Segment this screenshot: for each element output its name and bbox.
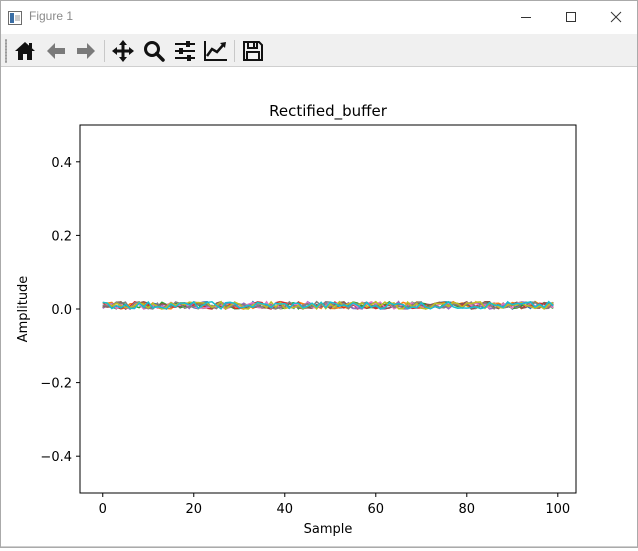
y-tick-label: 0.2 (51, 229, 72, 244)
home-button[interactable] (11, 37, 39, 65)
y-tick-label: 0.0 (51, 303, 72, 318)
x-axis-label: Sample (304, 522, 353, 537)
edit-axis-button[interactable] (202, 37, 230, 65)
toolbar-separator (104, 40, 105, 62)
close-button[interactable] (593, 1, 638, 33)
navigation-toolbar (1, 34, 637, 67)
sliders-icon (175, 41, 195, 61)
toolbar-separator (234, 40, 235, 62)
y-tick-label: −0.2 (40, 377, 72, 392)
home-icon (15, 42, 35, 60)
x-tick-label: 0 (99, 502, 107, 517)
floppy-disk-icon (243, 41, 263, 61)
x-tick-label: 100 (545, 502, 570, 517)
x-tick-label: 80 (459, 502, 476, 517)
magnifier-icon (144, 41, 165, 62)
x-tick-label: 60 (368, 502, 385, 517)
forward-button[interactable] (72, 37, 100, 65)
save-button[interactable] (239, 37, 267, 65)
window-title: Figure 1 (29, 9, 74, 23)
chart-svg: Rectified_buffer 0 20 40 60 80 100 −0.4 −0.2 0.… (16, 102, 577, 537)
minimize-icon (521, 17, 531, 18)
axes-frame (79, 124, 577, 494)
arrow-left-icon (47, 43, 65, 59)
back-button[interactable] (42, 37, 70, 65)
y-tick-label: 0.4 (51, 156, 72, 171)
y-axis-ticks: −0.4 −0.2 0.0 0.2 0.4 (40, 156, 80, 465)
series-line (102, 300, 554, 310)
figure-app-icon (8, 10, 22, 25)
close-icon (610, 11, 622, 23)
status-area-divider (1, 546, 637, 547)
arrow-right-icon (77, 43, 95, 59)
maximize-icon (566, 12, 576, 22)
chart-title: Rectified_buffer (269, 102, 388, 121)
x-tick-label: 40 (276, 502, 293, 517)
move-icon (112, 40, 134, 62)
maximize-button[interactable] (548, 1, 594, 33)
x-tick-label: 20 (185, 502, 202, 517)
configure-subplots-button[interactable] (171, 37, 199, 65)
toolbar-grip[interactable] (5, 39, 7, 63)
series-line (102, 300, 554, 311)
series-layer (102, 300, 554, 311)
title-bar[interactable]: Figure 1 (1, 1, 637, 33)
pan-button[interactable] (109, 37, 137, 65)
line-chart-icon (204, 41, 227, 61)
minimize-button[interactable] (503, 1, 549, 33)
x-axis-ticks: 0 20 40 60 80 100 (99, 493, 570, 517)
zoom-button[interactable] (140, 37, 168, 65)
y-tick-label: −0.4 (40, 450, 72, 465)
y-axis-label: Amplitude (16, 276, 31, 343)
figure-canvas[interactable]: Rectified_buffer 0 20 40 60 80 100 −0.4 −0.2 0.… (1, 67, 637, 547)
